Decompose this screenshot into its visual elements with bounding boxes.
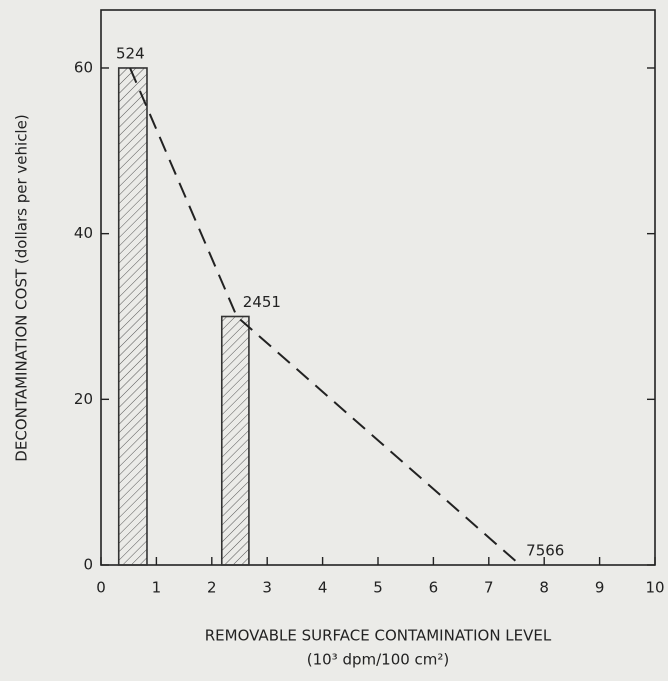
y-tick-label: 40 [74,224,93,242]
x-tick-label: 2 [207,579,217,597]
x-tick-label: 7 [484,579,494,597]
plot-frame [100,9,656,566]
x-tick-label: 6 [429,579,439,597]
x-tick-label: 10 [645,579,664,597]
x-tick-label: 0 [96,579,106,597]
x-tick-label: 5 [373,579,383,597]
x-tick-label: 1 [152,579,162,597]
point-label: 2451 [243,293,281,311]
x-axis-units: (10³ dpm/100 cm²) [307,651,450,669]
y-tick-label: 60 [74,58,93,76]
point-label: 7566 [526,542,564,560]
x-tick-label: 4 [318,579,328,597]
y-tick-label: 20 [74,390,93,408]
x-tick-label: 9 [595,579,605,597]
x-tick-label: 3 [262,579,272,597]
x-axis-title: REMOVABLE SURFACE CONTAMINATION LEVEL [205,627,552,645]
dashed-line [129,67,521,566]
x-tick-label: 8 [539,579,549,597]
point-label: 524 [116,44,145,62]
bar [117,67,148,566]
y-axis-title: DECONTAMINATION COST (dollars per vehicl… [13,114,31,461]
y-tick-label: 0 [83,556,93,574]
bar [220,315,250,566]
